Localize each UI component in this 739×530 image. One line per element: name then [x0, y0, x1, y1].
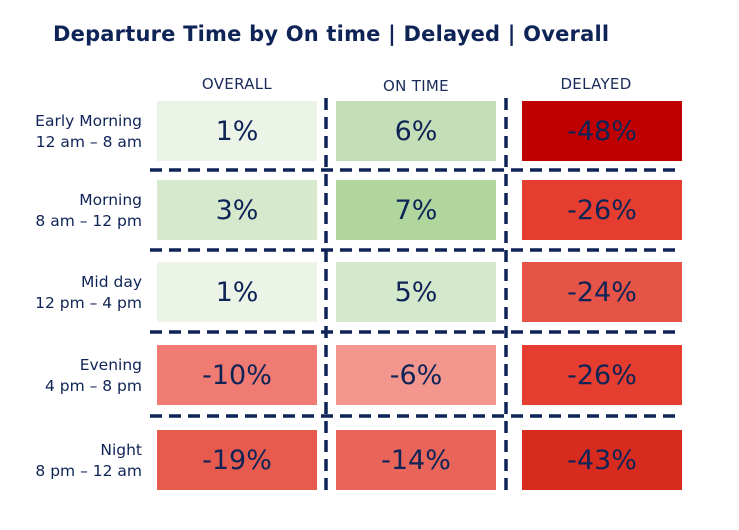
row-label: Early Morning 12 am – 8 am	[0, 111, 142, 153]
row-label-name: Evening	[79, 356, 142, 374]
row-label-name: Early Morning	[35, 112, 142, 130]
heatmap-cell: -43%	[522, 430, 682, 490]
heatmap-cell: 7%	[336, 180, 496, 240]
row-label: Morning 8 am – 12 pm	[0, 190, 142, 232]
row-label-range: 12 am – 8 am	[35, 133, 142, 151]
column-header-overall: OVERALL	[201, 75, 273, 93]
row-label: Night 8 pm – 12 am	[0, 440, 142, 482]
heatmap-cell: -19%	[157, 430, 317, 490]
heatmap-cell: 5%	[336, 262, 496, 322]
heatmap-cell: 6%	[336, 101, 496, 161]
heatmap-cell: 1%	[157, 101, 317, 161]
heatmap-cell: -24%	[522, 262, 682, 322]
column-header-on-time: ON TIME	[383, 77, 449, 95]
row-label-range: 4 pm – 8 pm	[44, 377, 142, 395]
row-label-name: Mid day	[81, 273, 142, 291]
heatmap-cell: -48%	[522, 101, 682, 161]
row-label-range: 12 pm – 4 pm	[35, 294, 142, 312]
row-label-name: Morning	[79, 191, 142, 209]
heatmap-cell: -26%	[522, 180, 682, 240]
row-label: Evening 4 pm – 8 pm	[0, 355, 142, 397]
row-label: Mid day 12 pm – 4 pm	[0, 272, 142, 314]
heatmap-cell: -10%	[157, 345, 317, 405]
column-header-delayed: DELAYED	[560, 75, 632, 93]
heatmap-cell: -14%	[336, 430, 496, 490]
heatmap-cell: 3%	[157, 180, 317, 240]
heatmap-cell: 1%	[157, 262, 317, 322]
row-label-range: 8 am – 12 pm	[35, 212, 142, 230]
row-label-name: Night	[100, 441, 142, 459]
heatmap-cell: -6%	[336, 345, 496, 405]
row-label-range: 8 pm – 12 am	[35, 462, 142, 480]
chart-title: Departure Time by On time | Delayed | Ov…	[53, 22, 610, 46]
heatmap-cell: -26%	[522, 345, 682, 405]
